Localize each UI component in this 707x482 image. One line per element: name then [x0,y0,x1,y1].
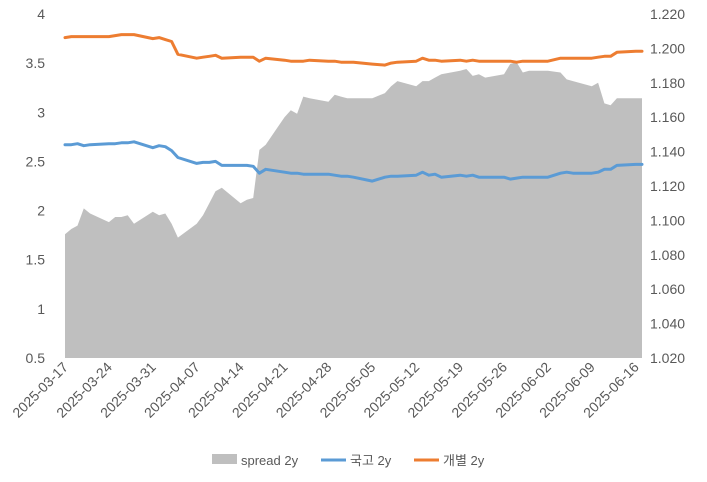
right-axis-tick-label: 1.220 [650,6,685,22]
legend-item: 개별 2y [414,453,485,468]
series-2-line [63,33,644,67]
left-axis-tick-label: 3 [37,104,45,120]
right-axis-tick-label: 1.020 [650,350,685,366]
right-axis-tick-label: 1.160 [650,109,685,125]
legend-label: 개별 2y [443,453,485,468]
left-axis-tick-label: 4 [37,6,45,22]
right-axis-tick-label: 1.120 [650,178,685,194]
right-axis-tick-label: 1.180 [650,75,685,91]
right-axis-tick-label: 1.200 [650,40,685,56]
spread-area [65,62,642,358]
legend-item: 국고 2y [321,453,392,468]
left-axis-tick-label: 2.5 [26,153,46,169]
right-axis-tick-label: 1.060 [650,281,685,297]
legend-label: 국고 2y [350,453,392,468]
legend-swatch [212,454,237,464]
left-axis-tick-label: 0.5 [26,350,46,366]
right-axis-tick-label: 1.040 [650,316,685,332]
left-axis-tick-label: 3.5 [26,55,46,71]
left-axis-tick-label: 2 [37,203,45,219]
left-axis-tick-label: 1.5 [26,252,46,268]
legend-item: spread 2y [212,453,299,468]
right-axis-tick-label: 1.100 [650,212,685,228]
right-axis-tick-label: 1.080 [650,247,685,263]
left-axis-tick-label: 1 [37,301,45,317]
legend-label: spread 2y [241,453,299,468]
right-axis-tick-label: 1.140 [650,144,685,160]
series-1-line [63,140,644,183]
